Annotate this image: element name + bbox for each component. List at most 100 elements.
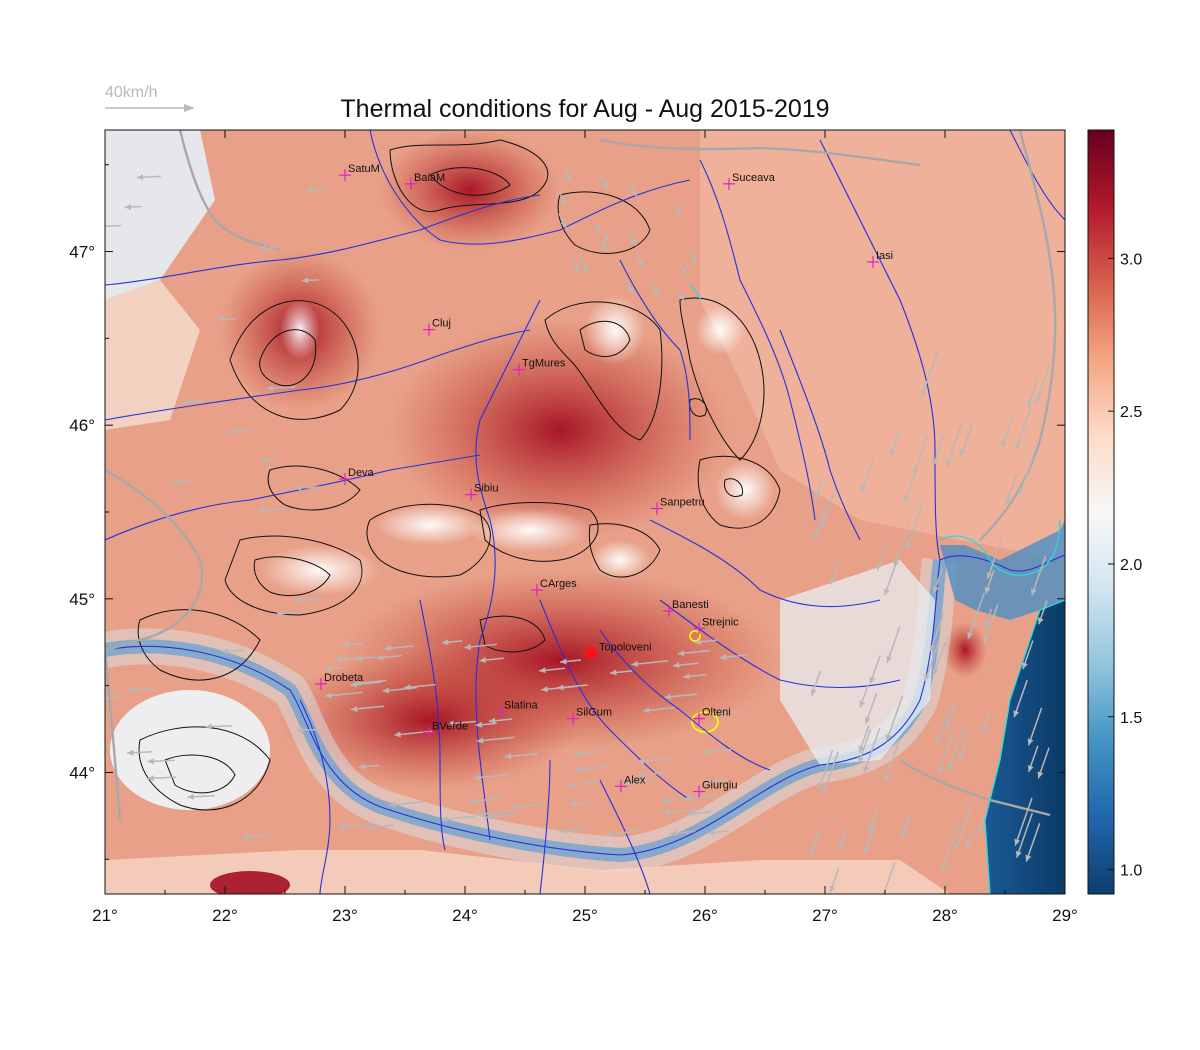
- x-tick-label: 25°: [572, 906, 598, 925]
- wind-arrow: [600, 239, 608, 252]
- wind-arrow: [259, 245, 277, 252]
- wind-arrow: [977, 814, 986, 834]
- wind-arrow: [929, 612, 945, 652]
- wind-arrow: [560, 827, 585, 834]
- city-label: CArges: [540, 578, 577, 590]
- city-marker: Drobeta: [315, 672, 364, 690]
- x-tick-label: 26°: [692, 906, 718, 925]
- wind-arrow: [335, 655, 361, 663]
- wind-arrow: [672, 662, 699, 669]
- x-tick-label: 22°: [212, 906, 238, 925]
- wind-arrow: [441, 639, 463, 646]
- wind-arrow: [984, 569, 995, 595]
- wind-arrow: [558, 192, 567, 206]
- wind-scale-label: 40km/h: [105, 84, 157, 101]
- wind-arrow: [127, 749, 153, 756]
- wind-arrow: [473, 774, 508, 781]
- wind-arrow: [605, 830, 641, 837]
- wind-arrow: [350, 705, 384, 712]
- city-label: Banesti: [672, 599, 709, 611]
- wind-arrow: [913, 436, 928, 475]
- wind-arrow: [857, 729, 872, 764]
- wind-arrow: [350, 681, 382, 688]
- city-label: Sibiu: [474, 483, 498, 495]
- city-label: Cluj: [432, 318, 451, 330]
- wind-arrow: [504, 752, 538, 760]
- wind-arrow: [464, 643, 497, 650]
- highlight-point-label: Topoloveni: [599, 642, 652, 654]
- wind-arrow: [1027, 707, 1043, 746]
- wind-arrow: [629, 233, 637, 247]
- raster-black-sea: [985, 600, 1065, 894]
- wind-arrow: [389, 800, 427, 808]
- wind-arrow: [889, 429, 901, 457]
- wind-arrow: [636, 771, 667, 778]
- raster-ne-region: [700, 130, 1065, 560]
- wind-arrow: [924, 639, 941, 682]
- wind-arrow: [136, 174, 161, 181]
- city-marker: BVerde: [423, 721, 468, 739]
- wind-arrow: [677, 289, 685, 302]
- wind-arrow: [172, 479, 193, 486]
- coastline: [689, 284, 1065, 894]
- city-marker: Slatina: [495, 700, 539, 718]
- wind-arrow: [677, 649, 711, 657]
- raster-nw-cool: [105, 130, 215, 300]
- city-marker: SilGum: [567, 707, 612, 725]
- wind-arrow: [479, 657, 504, 664]
- wind-arrow: [576, 765, 610, 773]
- city-marker: Banesti: [663, 599, 709, 617]
- raster-hot-dobrogea: [943, 622, 987, 678]
- wind-arrow: [475, 721, 497, 728]
- wind-arrow: [1013, 680, 1028, 718]
- wind-arrow: [869, 654, 881, 684]
- wind-arrow: [293, 597, 322, 604]
- wind-arrow: [718, 710, 740, 717]
- city-label: Olteni: [702, 707, 731, 719]
- wind-arrow: [128, 686, 155, 693]
- colorbar-tick-label: 2.0: [1120, 557, 1142, 574]
- x-axis: 21° 22° 23° 24° 25° 26° 27° 28° 29°: [92, 130, 1078, 925]
- wind-arrow: [557, 684, 588, 691]
- wind-arrow: [867, 808, 878, 834]
- elevation-contours: [137, 139, 781, 811]
- wind-arrow: [670, 830, 696, 837]
- wind-arrow: [512, 803, 541, 810]
- wind-arrow: [625, 279, 634, 294]
- wind-arrow: [306, 187, 326, 194]
- wind-arrow: [901, 814, 911, 837]
- wind-arrow: [704, 778, 728, 785]
- wind-arrow: [205, 723, 232, 730]
- wind-arrow: [689, 250, 697, 263]
- wind-arrow: [885, 695, 904, 742]
- raster-cool-curvature: [715, 460, 775, 520]
- wind-arrow: [719, 654, 748, 661]
- city-marker: Giurgiu: [693, 780, 737, 798]
- wind-arrow: [876, 539, 889, 571]
- y-tick-label: 46°: [69, 416, 95, 435]
- wind-arrow: [883, 553, 901, 596]
- wind-arrow: [187, 793, 215, 800]
- wind-arrow: [829, 867, 840, 893]
- raster-cool-fagaras: [470, 508, 590, 552]
- raster-hot-center: [390, 320, 730, 540]
- raster-w-band: [105, 280, 200, 430]
- wind-arrow: [818, 749, 834, 790]
- wind-arrow: [694, 638, 717, 645]
- city-marker: Iasi: [867, 250, 893, 268]
- wind-arrows: [105, 168, 1051, 894]
- wind-arrow: [945, 703, 957, 730]
- wind-arrow: [1014, 407, 1032, 451]
- city-label: Suceava: [732, 172, 776, 184]
- x-tick-label: 29°: [1052, 906, 1078, 925]
- city-label: BaiaM: [414, 172, 445, 184]
- city-marker: Sanpetru: [651, 497, 705, 515]
- wind-arrow: [983, 604, 999, 644]
- wind-arrow: [364, 824, 395, 831]
- wind-arrow: [571, 256, 580, 272]
- city-label: Iasi: [876, 250, 893, 262]
- city-label: TgMures: [522, 358, 566, 370]
- y-axis: 44° 45° 46° 47°: [69, 164, 1065, 860]
- wind-arrow: [859, 685, 869, 708]
